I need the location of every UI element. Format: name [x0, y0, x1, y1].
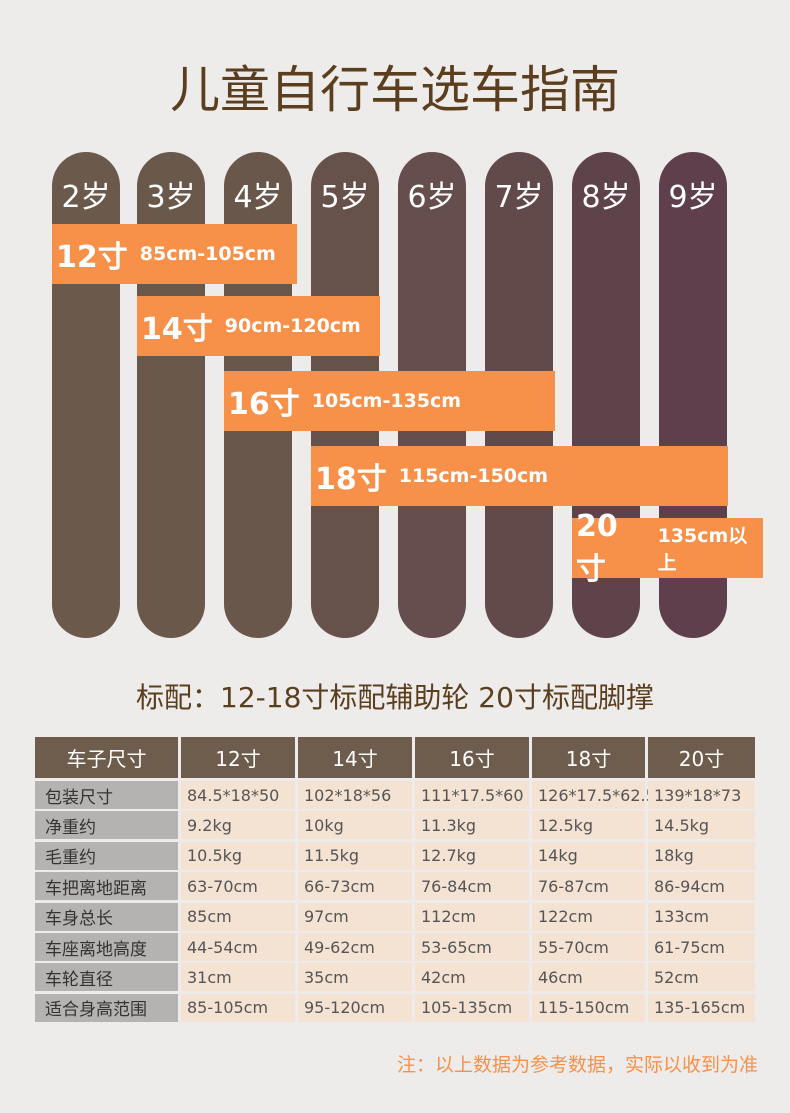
- table-cell: 111*17.5*60: [415, 781, 529, 809]
- size-label: 12寸: [56, 240, 128, 275]
- title: 儿童自行车选车指南: [170, 61, 620, 119]
- table-cell: 84.5*18*50: [181, 781, 295, 809]
- table-cell: 105-135cm: [415, 993, 529, 1022]
- table-cell: 66-73cm: [298, 872, 412, 901]
- table-header-cell: 14寸: [298, 737, 412, 778]
- table-cell: 9.2kg: [181, 811, 295, 840]
- table-cell: 102*18*56: [298, 781, 412, 809]
- table-cell: 14.5kg: [648, 811, 755, 840]
- table-cell: 63-70cm: [181, 872, 295, 901]
- table-cell: 11.3kg: [415, 811, 529, 840]
- footnote: 注：以上数据为参考数据，实际以收到为准: [396, 1054, 758, 1076]
- table-cell: 112cm: [415, 902, 529, 931]
- table-cell: 车身总长: [35, 902, 178, 931]
- table-cell: 133cm: [648, 902, 755, 931]
- table-cell: 85cm: [181, 902, 295, 931]
- table-cell: 97cm: [298, 902, 412, 931]
- table-cell: 95-120cm: [298, 993, 412, 1022]
- table-cell: 76-87cm: [532, 872, 645, 901]
- table-cell: 115-150cm: [532, 993, 645, 1022]
- table-header-cell: 12寸: [181, 737, 295, 778]
- size-range: 115cm-150cm: [398, 465, 549, 487]
- table-cell: 毛重约: [35, 841, 178, 870]
- table-cell: 车轮直径: [35, 963, 178, 992]
- table-cell: 适合身高范围: [35, 993, 178, 1022]
- standard-note: 标配：12-18寸标配辅助轮 20寸标配脚撑: [136, 681, 654, 714]
- table-cell: 31cm: [181, 963, 295, 992]
- size-range: 85cm-105cm: [139, 243, 276, 265]
- table-cell: 10.5kg: [181, 841, 295, 870]
- table-cell: 76-84cm: [415, 872, 529, 901]
- table-cell: 49-62cm: [298, 933, 412, 961]
- table-header-cell: 车子尺寸: [35, 737, 178, 778]
- size-label: 16寸: [228, 387, 300, 422]
- size-label: 14寸: [141, 312, 213, 347]
- table-cell: 包装尺寸: [35, 781, 178, 809]
- table-cell: 52cm: [648, 963, 755, 992]
- size-bar: 14寸 90cm-120cm: [137, 296, 380, 356]
- table-cell: 12.5kg: [532, 811, 645, 840]
- size-range: 90cm-120cm: [224, 315, 361, 337]
- table-header-cell: 18寸: [532, 737, 645, 778]
- size-bar: 12寸 85cm-105cm: [52, 224, 297, 284]
- table-cell: 139*18*73: [648, 781, 755, 809]
- table-cell: 18kg: [648, 841, 755, 870]
- table-cell: 126*17.5*62.5: [532, 781, 656, 809]
- table-cell: 122cm: [532, 902, 645, 931]
- size-bar: 20寸 135cm以上: [572, 509, 763, 587]
- table-cell: 35cm: [298, 963, 412, 992]
- table-cell: 10kg: [298, 811, 412, 840]
- table-cell: 86-94cm: [648, 872, 755, 901]
- size-range: 105cm-135cm: [311, 390, 462, 412]
- table-cell: 车把离地距离: [35, 872, 178, 901]
- table-cell: 53-65cm: [415, 933, 529, 961]
- size-bar: 16寸 105cm-135cm: [224, 371, 555, 431]
- size-bar: 18寸 115cm-150cm: [311, 446, 728, 506]
- table-cell: 44-54cm: [181, 933, 295, 961]
- table-cell: 85-105cm: [181, 993, 295, 1022]
- table-cell: 车座离地高度: [35, 933, 178, 961]
- table-cell: 61-75cm: [648, 933, 755, 961]
- size-label: 20寸: [576, 508, 618, 587]
- size-label: 18寸: [315, 462, 387, 497]
- table-header-cell: 20寸: [648, 737, 755, 778]
- table-cell: 46cm: [532, 963, 645, 992]
- table-cell: 55-70cm: [532, 933, 645, 961]
- table-cell: 14kg: [532, 841, 645, 870]
- table-cell: 135-165cm: [648, 993, 755, 1022]
- table-cell: 12.7kg: [415, 841, 529, 870]
- table-cell: 42cm: [415, 963, 529, 992]
- table-cell: 净重约: [35, 811, 178, 840]
- table-cell: 11.5kg: [298, 841, 412, 870]
- size-range: 135cm以上: [657, 525, 748, 574]
- table-header-cell: 16寸: [415, 737, 529, 778]
